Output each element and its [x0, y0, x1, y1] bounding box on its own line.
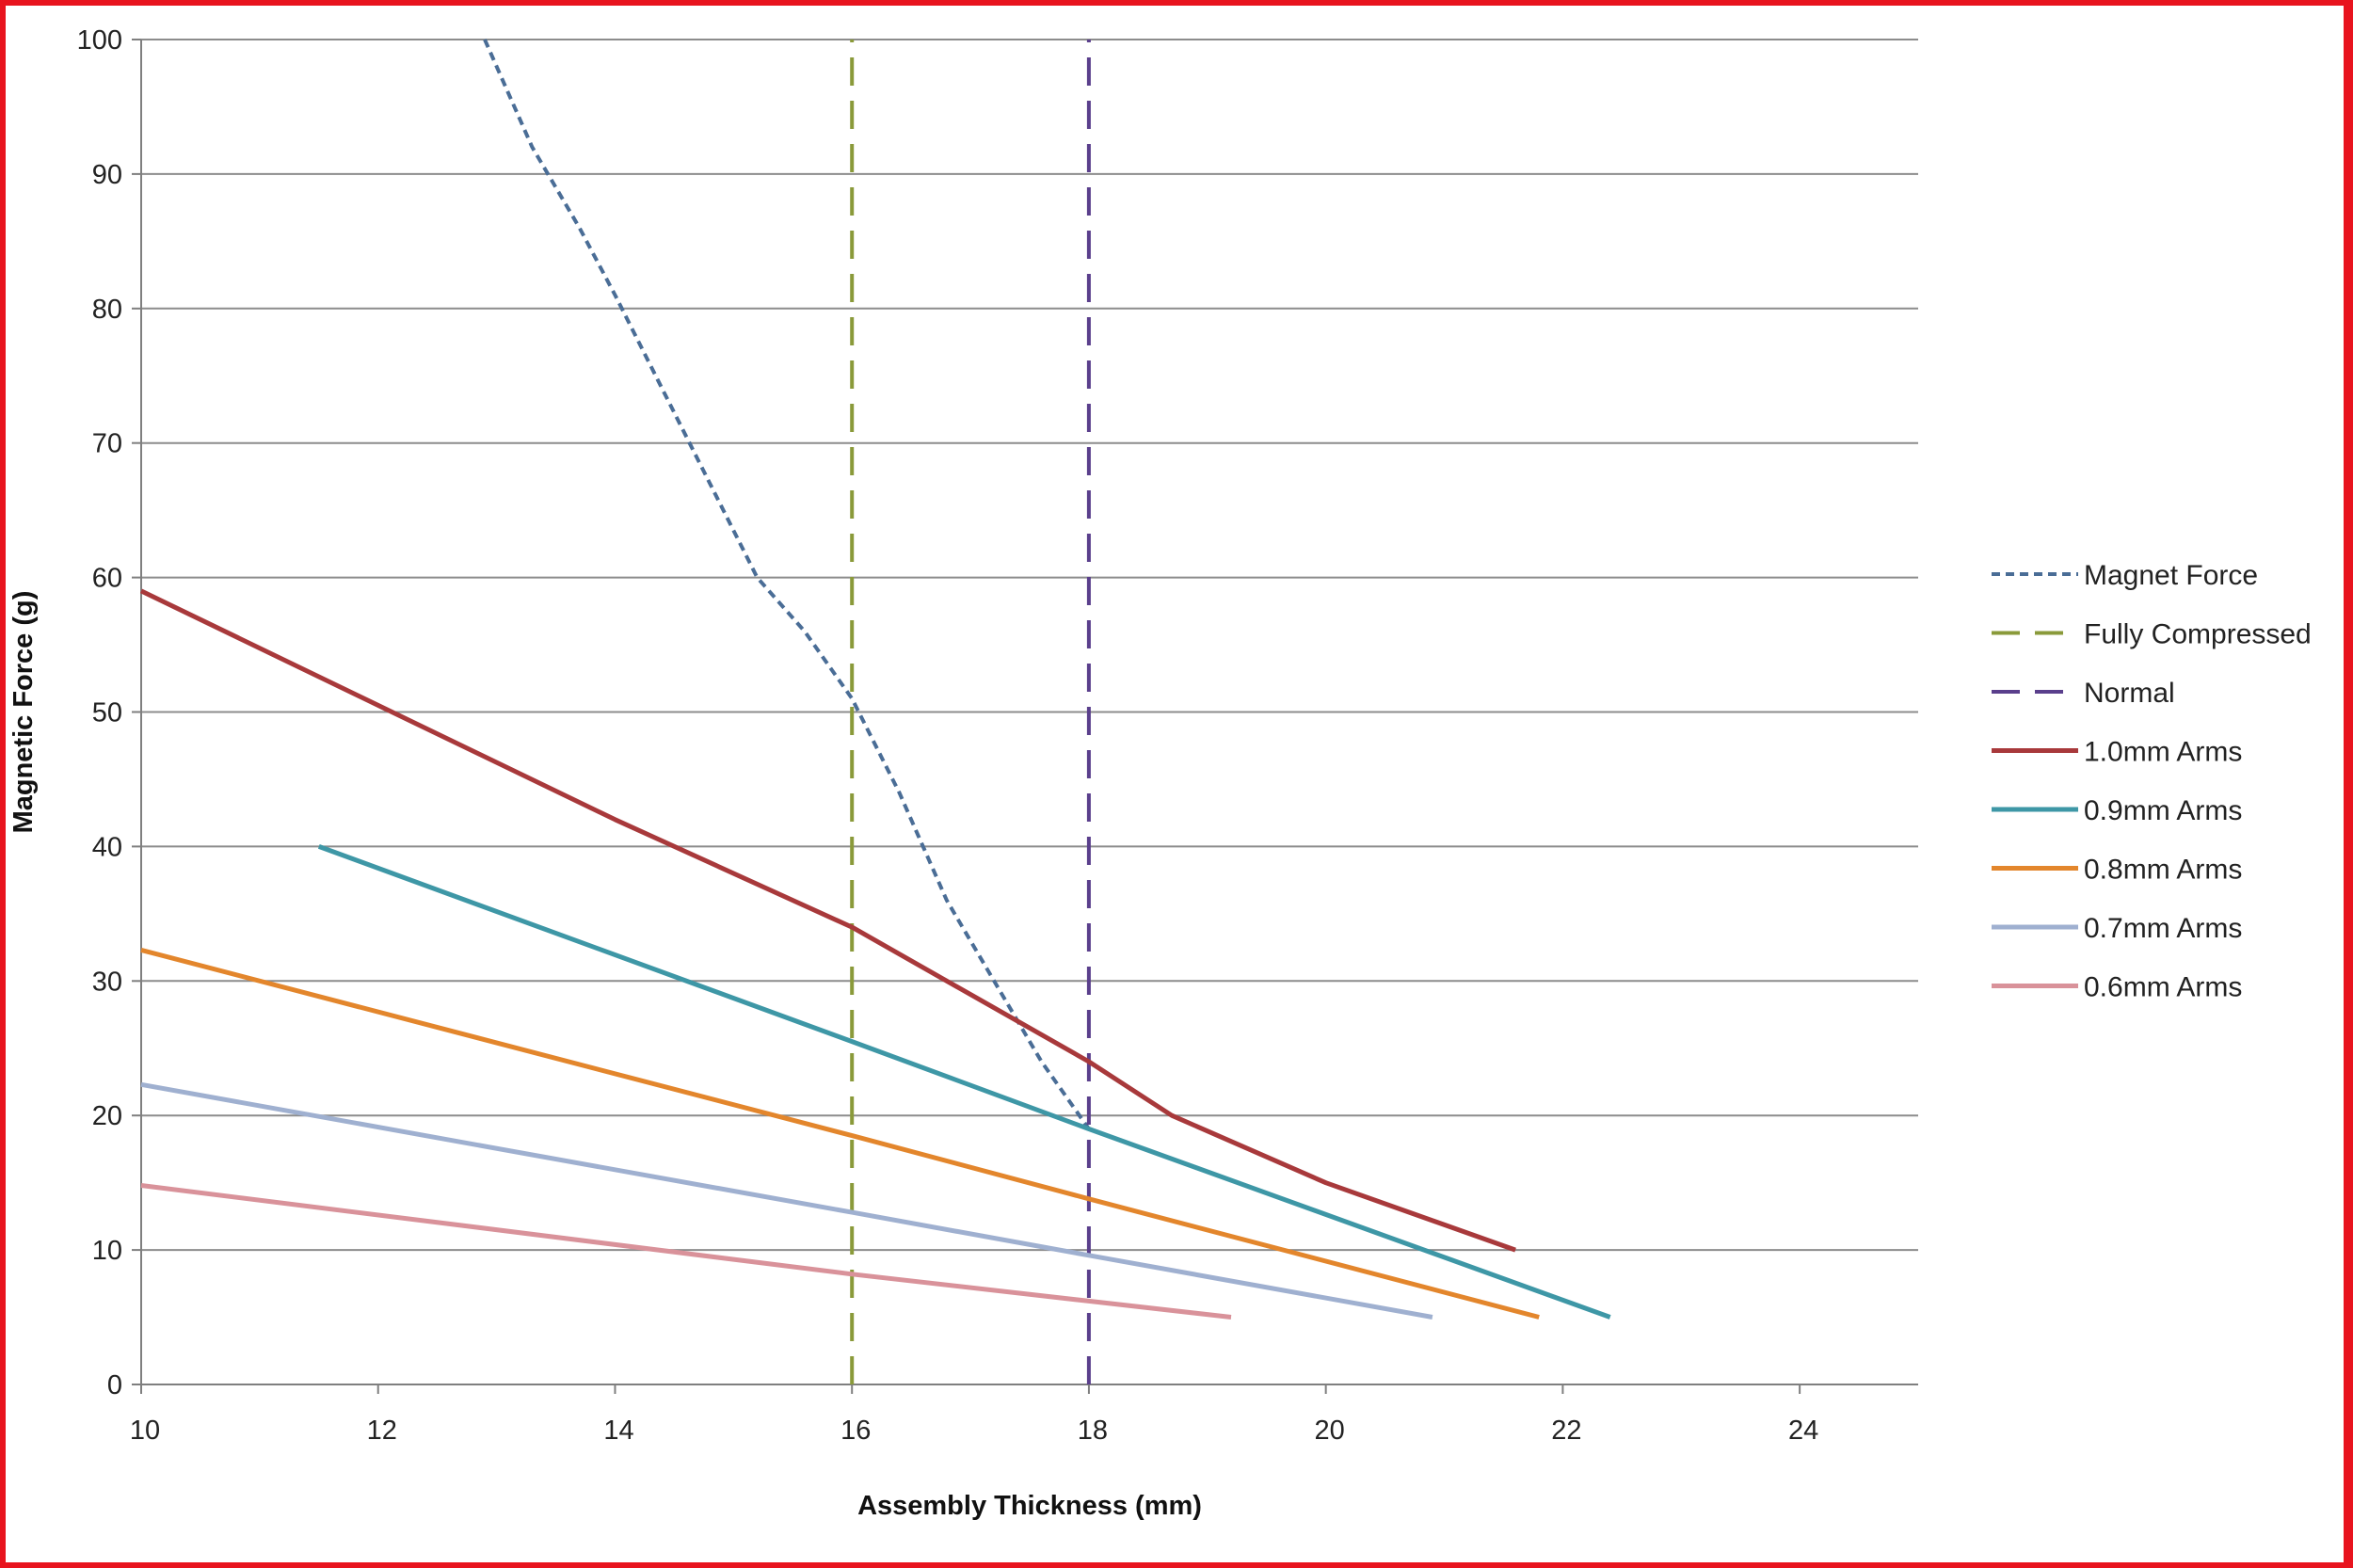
y-tick-label: 60: [92, 564, 122, 594]
series-line-4: [317, 844, 1611, 1320]
legend-label-4: 0.9mm Arms: [2084, 795, 2242, 826]
y-tick-label: 90: [92, 160, 122, 190]
x-tick-label: 14: [603, 1416, 633, 1446]
legend-label-5: 0.8mm Arms: [2084, 855, 2242, 886]
legend-label-2: Normal: [2084, 678, 2175, 709]
legend-label-1: Fully Compressed: [2084, 619, 2312, 650]
series-line-3: [139, 588, 1516, 1253]
series-line-5: [140, 947, 1540, 1320]
y-tick-label: 50: [92, 698, 122, 728]
axes: [132, 39, 1918, 1394]
x-tick-label: 16: [840, 1416, 871, 1446]
x-tick-label: 18: [1078, 1416, 1108, 1446]
y-axis-title: Magnetic Force (g): [8, 591, 39, 834]
y-tick-label: 0: [107, 1370, 122, 1400]
y-tick-label: 100: [77, 25, 122, 56]
y-tick-label: 10: [92, 1236, 122, 1266]
legend-label-7: 0.6mm Arms: [2084, 972, 2242, 1003]
legend-label-3: 1.0mm Arms: [2084, 737, 2242, 768]
x-tick-label: 20: [1315, 1416, 1345, 1446]
tick-labels: 0 10 20 30 40 50 60 70 80 90 100 10 12 14 16 18 20 22 24: [77, 25, 1819, 1446]
y-tick-label: 70: [92, 429, 122, 459]
legend: Magnet Force Fully Compressed Normal 1.0mm …: [1992, 560, 2312, 1003]
x-tick-label: 22: [1551, 1416, 1581, 1446]
series-lines: [139, 39, 1611, 1384]
gridlines: [141, 39, 1918, 1252]
legend-label-6: 0.7mm Arms: [2084, 913, 2242, 944]
x-axis-title: Assembly Thickness (mm): [857, 1491, 1202, 1521]
series-line-6: [140, 1081, 1433, 1320]
x-tick-label: 24: [1788, 1416, 1818, 1446]
y-tick-label: 40: [92, 832, 122, 862]
series-line-7: [140, 1183, 1232, 1320]
y-tick-label: 20: [92, 1101, 122, 1131]
x-tick-label: 12: [367, 1416, 397, 1446]
x-tick-label: 10: [130, 1416, 160, 1446]
series-line-0: [483, 39, 1091, 1130]
legend-label-0: Magnet Force: [2084, 560, 2258, 591]
line-chart: 0 10 20 30 40 50 60 70 80 90 100 10 12 14 16 18 20 22 24 A…: [8, 25, 2312, 1521]
y-tick-label: 30: [92, 967, 122, 997]
y-tick-label: 80: [92, 295, 122, 325]
